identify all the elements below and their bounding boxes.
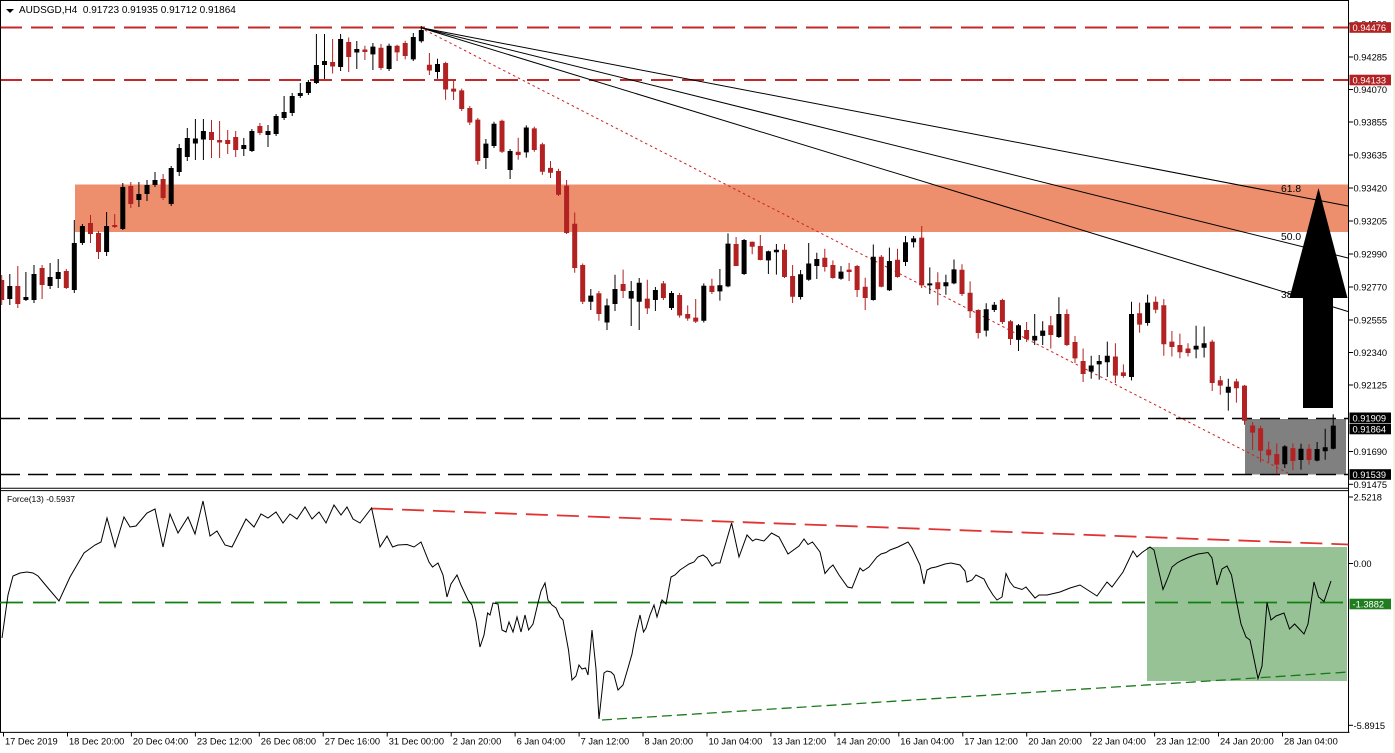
svg-text:23 Jan 12:00: 23 Jan 12:00 bbox=[1156, 737, 1210, 747]
svg-text:18 Dec 20:00: 18 Dec 20:00 bbox=[69, 737, 124, 747]
svg-text:6 Jan 04:00: 6 Jan 04:00 bbox=[517, 737, 566, 747]
svg-text:0.92770: 0.92770 bbox=[1354, 283, 1388, 293]
svg-text:0.92990: 0.92990 bbox=[1354, 250, 1388, 260]
svg-text:0.94476: 0.94476 bbox=[1353, 23, 1387, 33]
svg-text:23 Dec 12:00: 23 Dec 12:00 bbox=[197, 737, 252, 747]
svg-text:0.93635: 0.93635 bbox=[1354, 151, 1388, 161]
svg-text:2 Jan 20:00: 2 Jan 20:00 bbox=[453, 737, 502, 747]
svg-text:0.94070: 0.94070 bbox=[1354, 85, 1388, 95]
svg-text:31 Dec 00:00: 31 Dec 00:00 bbox=[389, 737, 444, 747]
svg-text:16 Jan 04:00: 16 Jan 04:00 bbox=[900, 737, 954, 747]
svg-text:10 Jan 04:00: 10 Jan 04:00 bbox=[709, 737, 763, 747]
svg-text:26 Dec 08:00: 26 Dec 08:00 bbox=[261, 737, 316, 747]
svg-text:8 Jan 20:00: 8 Jan 20:00 bbox=[645, 737, 694, 747]
svg-text:0.91475: 0.91475 bbox=[1354, 480, 1388, 490]
svg-text:0.91864: 0.91864 bbox=[1353, 425, 1387, 435]
svg-text:-1.3882: -1.3882 bbox=[1353, 600, 1385, 610]
svg-text:17 Jan 12:00: 17 Jan 12:00 bbox=[964, 737, 1018, 747]
svg-text:0.00: 0.00 bbox=[1354, 559, 1372, 569]
svg-text:-5.8915: -5.8915 bbox=[1354, 721, 1386, 731]
svg-text:0.94285: 0.94285 bbox=[1354, 53, 1388, 63]
svg-text:0.92340: 0.92340 bbox=[1354, 348, 1388, 358]
svg-text:20 Dec 04:00: 20 Dec 04:00 bbox=[133, 737, 188, 747]
svg-text:28 Jan 04:00: 28 Jan 04:00 bbox=[1284, 737, 1338, 747]
svg-text:0.91909: 0.91909 bbox=[1353, 413, 1387, 423]
svg-text:0.93420: 0.93420 bbox=[1354, 184, 1388, 194]
svg-text:17 Dec 2019: 17 Dec 2019 bbox=[5, 737, 58, 747]
svg-text:13 Jan 12:00: 13 Jan 12:00 bbox=[772, 737, 826, 747]
svg-text:0.94133: 0.94133 bbox=[1353, 76, 1387, 86]
svg-text:24 Jan 20:00: 24 Jan 20:00 bbox=[1220, 737, 1274, 747]
svg-text:0.93205: 0.93205 bbox=[1354, 217, 1388, 227]
svg-text:0.91690: 0.91690 bbox=[1354, 447, 1388, 457]
svg-text:Force(13) -0.5937: Force(13) -0.5937 bbox=[7, 494, 75, 504]
svg-text:0.92125: 0.92125 bbox=[1354, 381, 1388, 391]
svg-text:22 Jan 04:00: 22 Jan 04:00 bbox=[1092, 737, 1146, 747]
svg-text:50.0: 50.0 bbox=[1281, 232, 1301, 243]
svg-text:27 Dec 16:00: 27 Dec 16:00 bbox=[325, 737, 380, 747]
svg-text:2.5218: 2.5218 bbox=[1354, 493, 1382, 503]
svg-text:0.91539: 0.91539 bbox=[1353, 470, 1387, 480]
svg-text:7 Jan 12:00: 7 Jan 12:00 bbox=[581, 737, 630, 747]
svg-text:61.8: 61.8 bbox=[1281, 184, 1301, 195]
svg-text:20 Jan 20:00: 20 Jan 20:00 bbox=[1028, 737, 1082, 747]
svg-text:0.92555: 0.92555 bbox=[1354, 316, 1388, 326]
svg-text:14 Jan 20:00: 14 Jan 20:00 bbox=[836, 737, 890, 747]
svg-text:0.93855: 0.93855 bbox=[1354, 118, 1388, 128]
svg-text:AUDSGD,H4 0.91723 0.91935 0.9: AUDSGD,H4 0.91723 0.91935 0.91712 0.9186… bbox=[19, 5, 236, 16]
